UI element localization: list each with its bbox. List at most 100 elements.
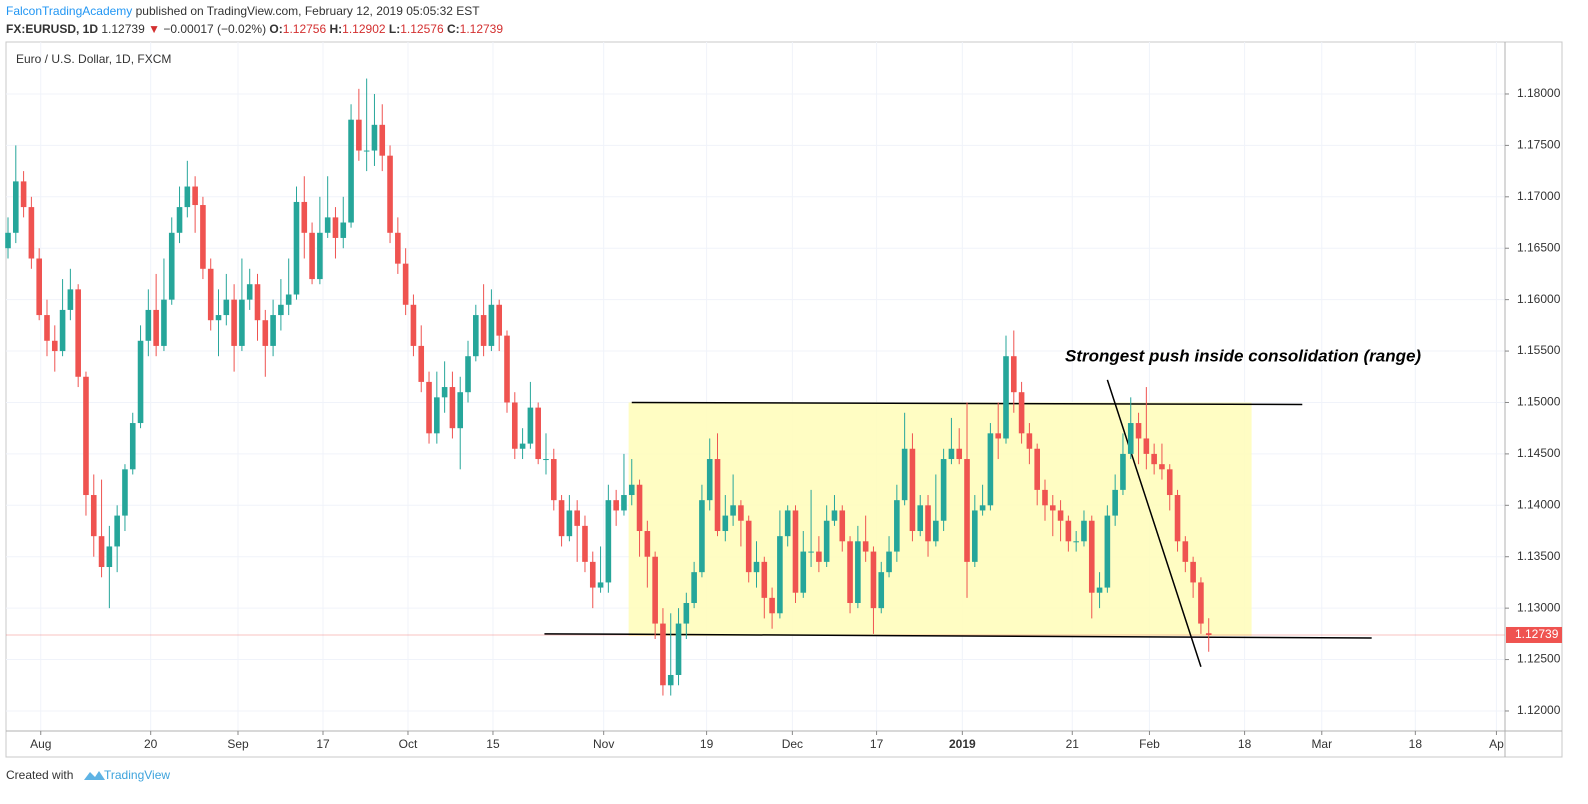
l-label: L: bbox=[389, 22, 400, 36]
y-tick-label: 1.17000 bbox=[1517, 189, 1561, 203]
h: 1.12902 bbox=[342, 22, 386, 36]
candle-body bbox=[738, 505, 744, 521]
candle-body bbox=[418, 345, 425, 382]
candle-body bbox=[933, 520, 939, 542]
x-tick-label: 2019 bbox=[949, 737, 976, 751]
candle-body bbox=[675, 623, 682, 675]
arrow: ▼ bbox=[148, 22, 160, 36]
candle-body bbox=[488, 304, 495, 346]
candle-body bbox=[995, 433, 1002, 439]
x-tick-label: 21 bbox=[1066, 737, 1080, 751]
candle-body bbox=[1026, 433, 1033, 449]
o-label: O: bbox=[269, 22, 282, 36]
candle-body bbox=[168, 232, 175, 300]
candle-body bbox=[636, 484, 643, 532]
candle-body bbox=[644, 531, 651, 557]
x-tick-label: Dec bbox=[782, 737, 803, 751]
candle-body bbox=[395, 232, 401, 264]
candle-body bbox=[940, 459, 947, 521]
candle-body bbox=[215, 315, 222, 321]
last-price-box bbox=[1506, 626, 1562, 643]
candle-body bbox=[20, 181, 27, 208]
candle-body bbox=[948, 448, 955, 460]
candle-body bbox=[925, 505, 931, 542]
candle-body bbox=[441, 387, 448, 398]
candle-body bbox=[683, 603, 690, 624]
candle-body bbox=[909, 448, 916, 532]
candle-body bbox=[402, 263, 409, 305]
x-tick-label: Sep bbox=[227, 737, 249, 751]
last-price-label: 1.12739 bbox=[1515, 627, 1559, 641]
candle-body bbox=[730, 505, 736, 516]
candle-body bbox=[1010, 356, 1017, 393]
candle-body bbox=[550, 459, 557, 501]
candle-body bbox=[90, 495, 97, 537]
candle-body bbox=[363, 150, 370, 152]
c-label: C: bbox=[447, 22, 460, 36]
candle-body bbox=[1104, 515, 1111, 588]
candle-body bbox=[831, 510, 838, 521]
candle-body bbox=[847, 541, 853, 604]
candle-body bbox=[184, 186, 191, 208]
candle-body bbox=[589, 561, 596, 588]
candle-body bbox=[137, 340, 144, 424]
candle-body bbox=[371, 124, 378, 151]
candle-body bbox=[1073, 541, 1079, 543]
author[interactable]: FalconTradingAcademy bbox=[6, 4, 132, 18]
x-tick-label: Nov bbox=[593, 737, 614, 751]
candle-body bbox=[917, 505, 924, 532]
candle-body bbox=[792, 510, 799, 593]
candle-body bbox=[558, 500, 565, 537]
candle-body bbox=[1057, 510, 1064, 521]
h-label: H: bbox=[330, 22, 343, 36]
candle-body bbox=[465, 356, 471, 393]
candle-body bbox=[410, 304, 417, 346]
x-tick-label: Ap bbox=[1489, 737, 1504, 751]
candle-body bbox=[1112, 489, 1118, 516]
candle-body bbox=[1198, 582, 1204, 624]
candle-body bbox=[800, 551, 807, 593]
y-tick-label: 1.14500 bbox=[1517, 446, 1561, 460]
candle-body bbox=[714, 459, 721, 532]
x-tick-label: 17 bbox=[870, 737, 884, 751]
x-tick-label: 18 bbox=[1409, 737, 1423, 751]
candle-body bbox=[426, 381, 432, 434]
l: 1.12576 bbox=[400, 22, 444, 36]
candle-body bbox=[207, 268, 214, 321]
candle-body bbox=[1088, 520, 1095, 593]
candle-body bbox=[44, 315, 50, 341]
candle-body bbox=[114, 515, 120, 547]
candle-body bbox=[699, 500, 705, 573]
c: 1.12739 bbox=[460, 22, 504, 36]
candle-body bbox=[1127, 423, 1134, 454]
candle-body bbox=[706, 459, 713, 501]
candle-body bbox=[379, 124, 386, 156]
candle-body bbox=[816, 551, 822, 562]
candle-body bbox=[901, 448, 908, 501]
y-tick-label: 1.13500 bbox=[1517, 549, 1561, 563]
candle-body bbox=[317, 232, 323, 280]
candle-body bbox=[964, 459, 970, 562]
candle-body bbox=[1003, 356, 1009, 439]
candle-body bbox=[1166, 469, 1173, 496]
candle-body bbox=[301, 201, 308, 233]
candle-body bbox=[1151, 453, 1157, 465]
candle-body bbox=[161, 299, 167, 346]
candle-body bbox=[777, 536, 783, 614]
candle-body bbox=[278, 304, 284, 316]
candle-body bbox=[972, 510, 978, 562]
candle-body bbox=[1096, 587, 1103, 593]
annotation: Strongest push inside consolidation (ran… bbox=[1065, 346, 1421, 365]
candle-body bbox=[784, 510, 791, 537]
candle-body bbox=[348, 119, 354, 223]
candle-body bbox=[621, 495, 627, 511]
candle-body bbox=[894, 500, 900, 552]
candle-body bbox=[28, 207, 35, 259]
candle-body bbox=[223, 299, 230, 316]
candle-body bbox=[1182, 541, 1189, 562]
y-tick-label: 1.18000 bbox=[1517, 86, 1561, 100]
y-tick-label: 1.12500 bbox=[1517, 652, 1561, 666]
brand[interactable]: TradingView bbox=[104, 768, 170, 782]
candle-body bbox=[504, 335, 510, 403]
